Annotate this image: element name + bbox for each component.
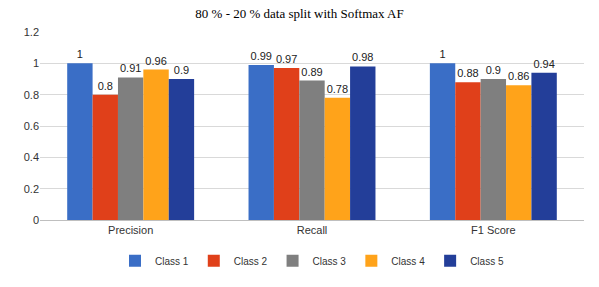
- svg-text:Class 5: Class 5: [470, 256, 504, 267]
- svg-text:0.86: 0.86: [508, 70, 529, 82]
- svg-text:0.2: 0.2: [24, 183, 39, 195]
- svg-text:Class 3: Class 3: [313, 256, 347, 267]
- svg-text:1: 1: [77, 48, 83, 60]
- svg-text:0.9: 0.9: [486, 64, 501, 76]
- svg-text:0.99: 0.99: [251, 50, 272, 62]
- svg-text:Recall: Recall: [297, 224, 328, 236]
- svg-text:0.88: 0.88: [457, 67, 478, 79]
- svg-text:0.8: 0.8: [24, 89, 39, 101]
- svg-text:0.78: 0.78: [327, 83, 348, 95]
- svg-text:0.9: 0.9: [174, 64, 189, 76]
- svg-text:80 % - 20 % data split with So: 80 % - 20 % data split with Softmax AF: [195, 6, 403, 21]
- svg-text:0.6: 0.6: [24, 120, 39, 132]
- svg-text:Class 1: Class 1: [155, 256, 189, 267]
- svg-text:1: 1: [439, 48, 445, 60]
- svg-text:0.97: 0.97: [276, 53, 297, 65]
- svg-text:0.98: 0.98: [352, 51, 373, 63]
- svg-text:0.4: 0.4: [24, 151, 39, 163]
- svg-text:Precision: Precision: [108, 224, 153, 236]
- svg-text:0.94: 0.94: [533, 58, 554, 70]
- svg-text:0.89: 0.89: [301, 66, 322, 78]
- svg-text:Class 2: Class 2: [234, 256, 268, 267]
- svg-text:0.96: 0.96: [145, 55, 166, 67]
- svg-text:F1 Score: F1 Score: [471, 224, 516, 236]
- svg-text:1.2: 1.2: [24, 26, 39, 38]
- svg-text:Class 4: Class 4: [391, 256, 425, 267]
- svg-text:1: 1: [33, 57, 39, 69]
- svg-text:0.8: 0.8: [98, 80, 113, 92]
- svg-text:0: 0: [33, 214, 39, 226]
- svg-text:0.91: 0.91: [120, 62, 141, 74]
